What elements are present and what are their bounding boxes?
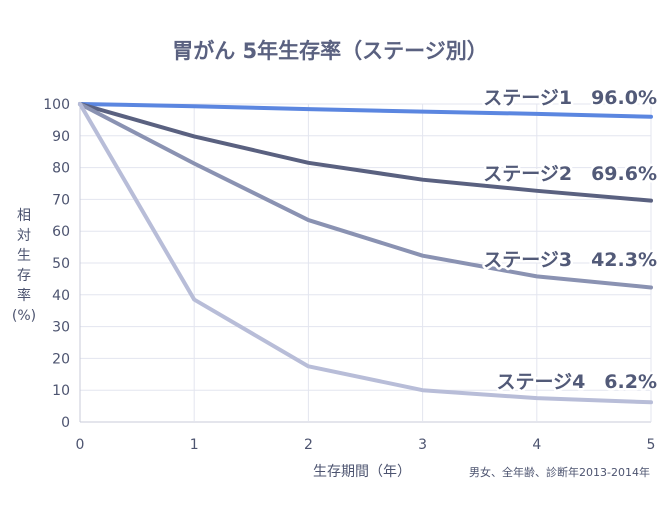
y-tick-label: 90 (52, 129, 70, 145)
y-tick-label: 70 (52, 192, 70, 208)
data-point (306, 161, 310, 165)
x-tick-label: 1 (190, 437, 199, 453)
y-tick-label: 50 (52, 256, 70, 272)
data-point (649, 400, 653, 404)
y-axis-label-char: 相 (17, 208, 31, 224)
y-tick-label: 0 (61, 415, 70, 431)
series-line-1 (78, 102, 653, 119)
y-tick-label: 20 (52, 351, 70, 367)
chart-title: 胃がん 5年生存率（ステージ別） (172, 39, 488, 63)
data-point (306, 364, 310, 368)
series-labels: ステージ1 96.0% ステージ2 69.6% ステージ3 42.3% ステージ4 6… (481, 85, 660, 396)
y-axis-label-char: 生 (17, 248, 31, 264)
axis-ticks: 0 10 20 30 40 50 60 70 80 90 100 0 1 2 3 4 5 (43, 97, 655, 453)
y-tick-label: 30 (52, 320, 70, 336)
data-point (649, 285, 653, 289)
series-line-3 (78, 102, 653, 290)
y-axis-label-char: 対 (17, 228, 31, 244)
y-tick-label: 40 (52, 288, 70, 304)
data-point (421, 254, 425, 258)
data-point (421, 110, 425, 114)
x-tick-label: 3 (418, 437, 427, 453)
data-point (192, 104, 196, 108)
data-point (649, 115, 653, 119)
series-line-2 (78, 102, 653, 203)
y-tick-label: 60 (52, 224, 70, 240)
x-tick-label: 4 (532, 437, 541, 453)
y-axis-label-char: (%) (12, 308, 36, 324)
data-point (535, 396, 539, 400)
y-axis-label-char: 率 (17, 287, 31, 304)
y-tick-label: 80 (52, 161, 70, 177)
series-label-2: ステージ2 69.6% (483, 163, 657, 185)
y-tick-label: 10 (52, 383, 70, 399)
source-note: 男女、全年齢、診断年2013-2014年 (469, 465, 650, 479)
data-point (649, 199, 653, 203)
series-lines (78, 102, 653, 405)
x-axis-label: 生存期間（年） (313, 464, 411, 480)
data-point (192, 134, 196, 138)
series-line-4 (78, 102, 653, 405)
x-tick-label: 5 (647, 437, 656, 453)
data-point (535, 274, 539, 278)
data-point (421, 388, 425, 392)
data-point (192, 161, 196, 165)
data-point (306, 218, 310, 222)
data-point (306, 107, 310, 111)
series-label-3: ステージ3 42.3% (483, 249, 657, 271)
y-tick-label: 100 (43, 97, 70, 113)
data-point (421, 178, 425, 182)
data-point (535, 189, 539, 193)
series-label-1: ステージ1 96.0% (483, 87, 657, 109)
data-point (78, 102, 82, 106)
x-tick-label: 0 (76, 437, 85, 453)
data-point (535, 112, 539, 116)
data-point (192, 298, 196, 302)
y-axis-label-char: 存 (17, 268, 31, 284)
x-tick-label: 2 (304, 437, 313, 453)
series-label-4: ステージ4 6.2% (496, 371, 657, 393)
